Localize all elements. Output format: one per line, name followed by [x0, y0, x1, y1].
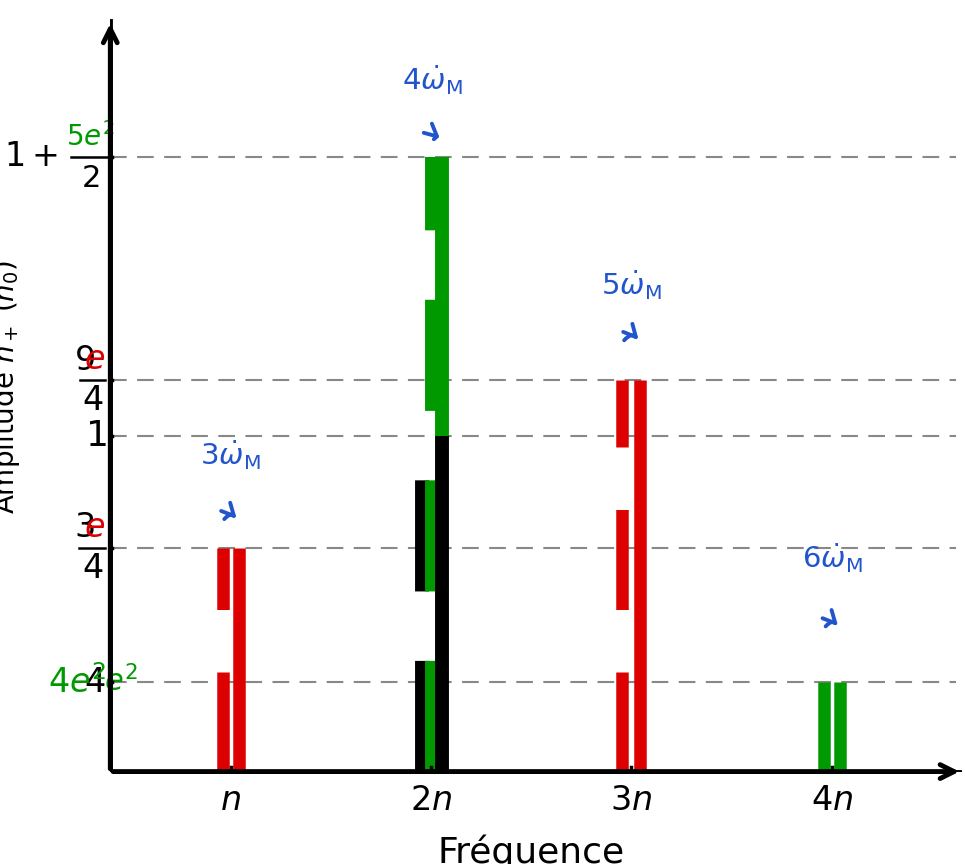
Text: $6\dot{\omega}_\mathrm{M}$: $6\dot{\omega}_\mathrm{M}$ [802, 542, 863, 575]
Text: $1+$: $1+$ [4, 141, 58, 174]
Text: Fréquence: Fréquence [438, 834, 624, 864]
Text: $4$: $4$ [82, 552, 103, 585]
Text: $4\dot{\omega}_\mathrm{M}$: $4\dot{\omega}_\mathrm{M}$ [401, 63, 462, 97]
Text: $e$: $e$ [84, 345, 105, 377]
Text: $3\dot{\omega}_\mathrm{M}$: $3\dot{\omega}_\mathrm{M}$ [200, 439, 261, 472]
Text: $3n$: $3n$ [611, 785, 652, 817]
Text: $4$: $4$ [82, 384, 103, 417]
Text: $4$: $4$ [84, 665, 105, 699]
Text: $4n$: $4n$ [811, 785, 853, 817]
Text: $5\dot{\omega}_\mathrm{M}$: $5\dot{\omega}_\mathrm{M}$ [601, 269, 662, 302]
Text: $1$: $1$ [85, 419, 106, 454]
Text: $2$: $2$ [81, 164, 99, 193]
Text: $e^2$: $e^2$ [104, 666, 138, 698]
Text: $n$: $n$ [220, 785, 241, 817]
Text: $4e^2$: $4e^2$ [48, 664, 106, 700]
Text: $5e^2$: $5e^2$ [66, 122, 115, 152]
Text: $e$: $e$ [84, 512, 105, 544]
Text: Amplitude $h_+$ $(h_0)$: Amplitude $h_+$ $(h_0)$ [0, 260, 22, 514]
Text: $3$: $3$ [73, 511, 95, 544]
Text: $2n$: $2n$ [410, 785, 452, 817]
Text: $9$: $9$ [74, 344, 96, 377]
